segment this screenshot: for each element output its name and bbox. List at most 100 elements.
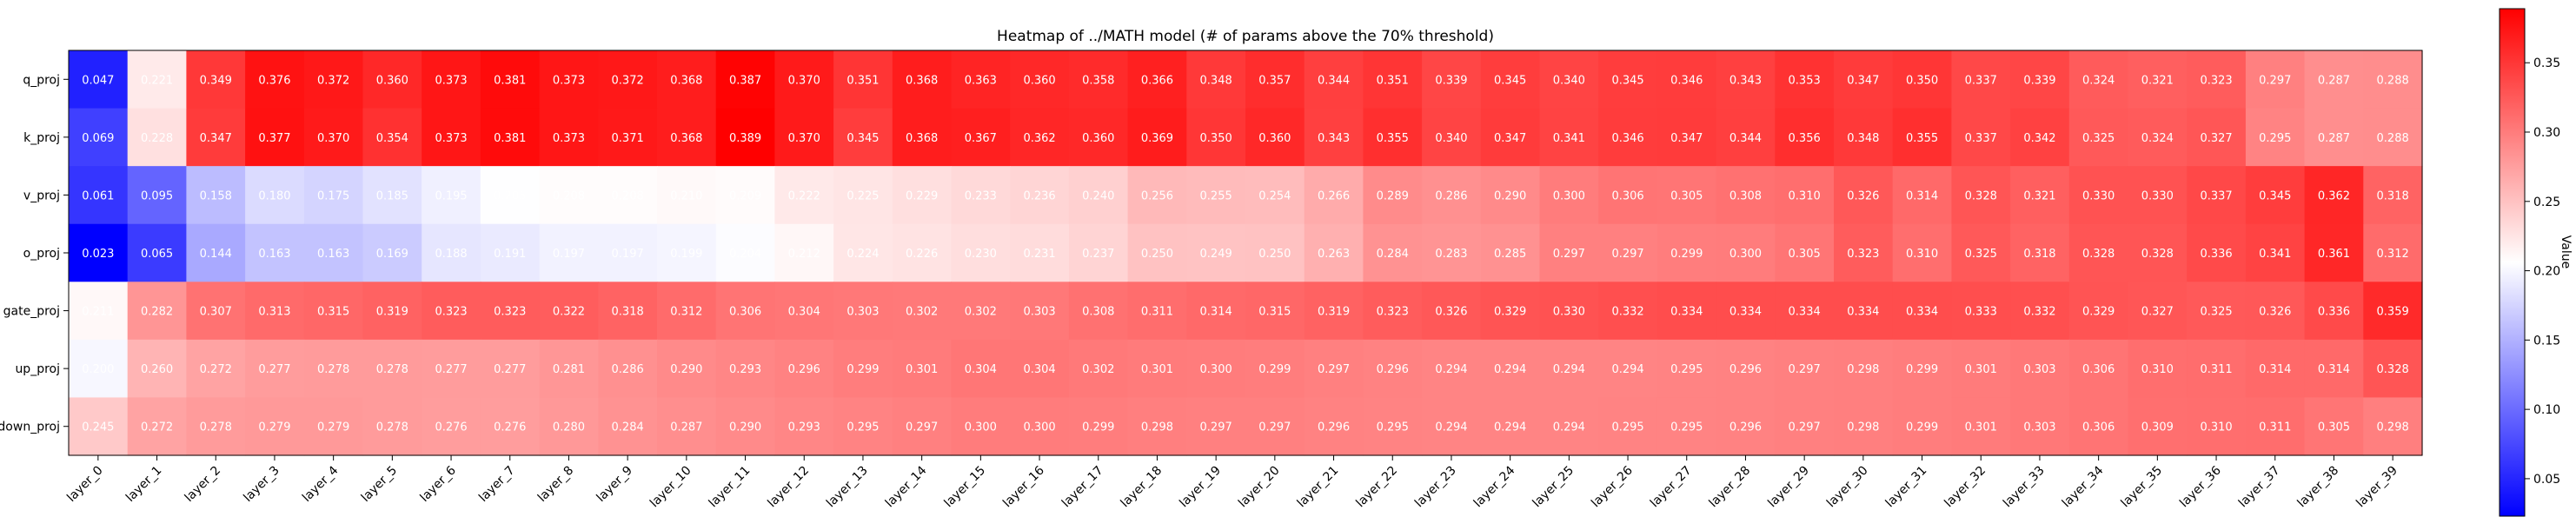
cell-value-label: 0.389: [729, 132, 761, 145]
heatmap-cell: [2304, 50, 2364, 109]
y-axis: q_proj k_proj v_proj o_proj gate_proj up_proj…: [0, 73, 69, 434]
heatmap-cell: [715, 166, 775, 225]
cell-value-label: 0.298: [2377, 421, 2409, 434]
cell-value-label: 0.158: [200, 189, 232, 202]
cell-value-label: 0.195: [435, 189, 467, 202]
heatmap-cell: [1245, 282, 1305, 341]
cell-value-label: 0.245: [82, 421, 114, 434]
cell-value-label: 0.330: [2141, 189, 2174, 202]
x-tick-label: layer_18: [1119, 464, 1165, 511]
heatmap-cell: [1068, 282, 1129, 341]
heatmap-cell: [1892, 108, 1952, 167]
heatmap-cell: [1716, 339, 1776, 399]
x-tick-label: layer_29: [1765, 464, 1812, 511]
colorbar-gradient: [2499, 8, 2526, 517]
heatmap-cell: [892, 50, 953, 109]
heatmap-cell: [1186, 108, 1246, 167]
heatmap-cell: [2304, 166, 2364, 225]
heatmap-cell: [1186, 282, 1246, 341]
cell-value-label: 0.362: [1023, 132, 1055, 145]
x-tick-label: layer_21: [1295, 464, 1342, 511]
x-tick-label: layer_17: [1059, 464, 1106, 511]
heatmap-cell: [1539, 397, 1599, 456]
heatmap-cell: [2363, 50, 2423, 109]
heatmap-cell: [1245, 339, 1305, 399]
heatmap-cell: [1245, 50, 1305, 109]
heatmap-cell: [1127, 282, 1187, 341]
cell-value-label: 0.294: [1553, 363, 1585, 376]
x-axis: layer_0 layer_1 layer_2 layer_3 layer_4 layer…: [64, 455, 2400, 510]
heatmap-cell: [2187, 397, 2247, 456]
cell-value-label: 0.197: [553, 248, 585, 261]
heatmap-cell: [1951, 166, 2011, 225]
heatmap-cell: [1186, 339, 1246, 399]
cell-value-label: 0.340: [1435, 132, 1467, 145]
y-tick-label: up_proj: [15, 362, 60, 376]
cell-value-label: 0.254: [1258, 189, 1291, 202]
cell-value-label: 0.354: [376, 132, 408, 145]
heatmap-cell: [715, 397, 775, 456]
cell-value-label: 0.255: [1200, 189, 1232, 202]
x-tick-label: layer_14: [883, 463, 930, 510]
y-tick-label: down_proj: [0, 421, 60, 434]
cell-value-label: 0.322: [553, 306, 585, 319]
x-tick-label: layer_0: [64, 464, 105, 505]
heatmap-cell: [1598, 282, 1658, 341]
cell-value-label: 0.348: [1200, 74, 1232, 87]
cell-value-label: 0.295: [846, 421, 879, 434]
heatmap-cell: [2245, 166, 2306, 225]
x-tick-label: layer_1: [123, 464, 164, 505]
heatmap-cell: [422, 282, 481, 341]
heatmap-cell: [1656, 339, 1717, 399]
cell-value-label: 0.297: [1200, 421, 1232, 434]
cell-value-label: 0.337: [2200, 189, 2232, 202]
cell-value-label: 0.302: [1082, 363, 1114, 376]
heatmap-cell: [1834, 397, 1894, 456]
cell-value-label: 0.281: [553, 363, 585, 376]
cell-value-label: 0.360: [1258, 132, 1291, 145]
heatmap-cell: [2363, 282, 2423, 341]
cell-value-label: 0.324: [2141, 132, 2174, 145]
heatmap-cell: [598, 397, 658, 456]
cell-value-label: 0.231: [1023, 248, 1055, 261]
cell-value-label: 0.188: [435, 248, 467, 261]
cell-value-label: 0.288: [2377, 74, 2409, 87]
cell-value-label: 0.343: [1730, 74, 1762, 87]
heatmap-cell: [1951, 282, 2011, 341]
cell-value-label: 0.301: [1141, 363, 1173, 376]
cell-value-label: 0.339: [1435, 74, 1467, 87]
heatmap-cell: [1598, 166, 1658, 225]
cell-value-label: 0.200: [82, 363, 114, 376]
x-tick-label: layer_27: [1648, 464, 1695, 511]
cell-value-label: 0.303: [2023, 421, 2055, 434]
heatmap-cell: [598, 282, 658, 341]
heatmap-cell: [1127, 397, 1187, 456]
cell-value-label: 0.306: [2082, 421, 2115, 434]
cell-value-label: 0.323: [435, 306, 467, 319]
cell-value-label: 0.225: [846, 189, 879, 202]
heatmap-cell: [1480, 397, 1541, 456]
y-tick-label: v_proj: [23, 189, 60, 202]
heatmap-cell-labels: 0.047 0.221 0.349 0.376 0.372 0.360 0.373 0.381…: [82, 74, 2409, 434]
cell-value-label: 0.294: [1611, 363, 1643, 376]
heatmap-cell: [774, 166, 834, 225]
heatmap-cell: [1304, 397, 1364, 456]
cell-value-label: 0.368: [906, 132, 938, 145]
heatmap-cell: [245, 223, 305, 282]
heatmap-cell: [774, 223, 834, 282]
cell-value-label: 0.266: [1318, 189, 1350, 202]
cell-value-label: 0.272: [141, 421, 173, 434]
heatmap-cell: [362, 166, 422, 225]
cell-value-label: 0.278: [317, 363, 349, 376]
cell-value-label: 0.300: [965, 421, 997, 434]
cell-value-label: 0.314: [2318, 363, 2350, 376]
cell-value-label: 0.297: [1553, 248, 1585, 261]
heatmap-cell: [951, 397, 1011, 456]
cell-value-label: 0.300: [1730, 248, 1762, 261]
cell-value-label: 0.361: [2318, 248, 2350, 261]
heatmap-cell: [774, 282, 834, 341]
heatmap-cell: [186, 339, 246, 399]
heatmap-cell: [539, 223, 599, 282]
heatmap-cell: [1892, 397, 1952, 456]
heatmap-cell: [2187, 282, 2247, 341]
